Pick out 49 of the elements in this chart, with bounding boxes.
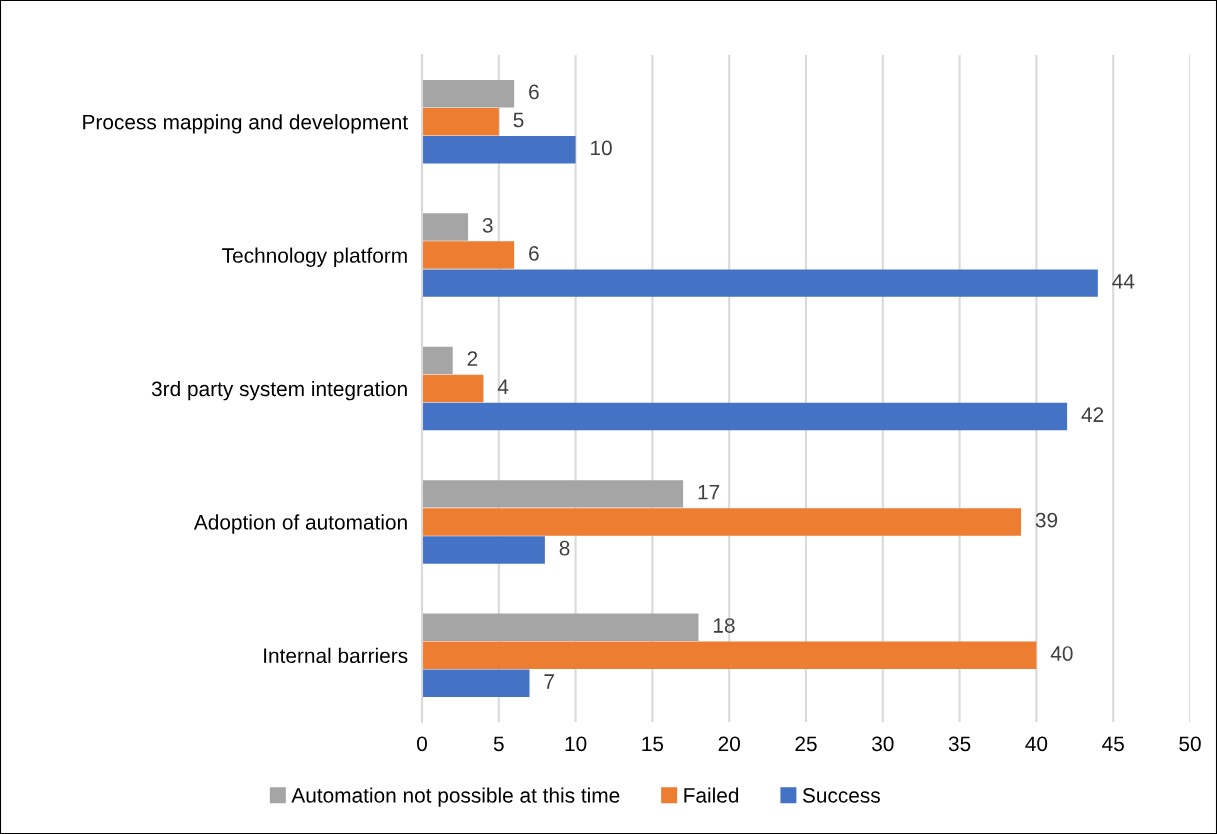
data-label: 18 <box>713 618 735 633</box>
y-tick-label: 3rd party system integration <box>151 380 407 401</box>
x-tick-label: 45 <box>1102 736 1124 752</box>
bar <box>422 213 469 241</box>
x-tick-label: 30 <box>872 736 894 752</box>
bar <box>422 613 699 642</box>
y-tick-label: Technology platform <box>222 247 407 267</box>
data-label: 39 <box>1035 512 1058 528</box>
data-label: 6 <box>529 84 539 100</box>
x-tick-label: 50 <box>1179 736 1201 752</box>
bar <box>422 536 545 564</box>
data-label: 2 <box>467 351 478 366</box>
data-label: 4 <box>497 379 509 394</box>
x-tick-label: 20 <box>718 736 740 752</box>
data-label: 17 <box>698 484 720 500</box>
x-tick-label: 10 <box>565 736 587 752</box>
bar <box>422 374 484 403</box>
bar <box>422 269 1098 297</box>
data-label: 10 <box>591 140 612 156</box>
bar <box>422 135 576 164</box>
data-label: 42 <box>1081 407 1104 422</box>
data-label: 7 <box>544 674 554 689</box>
bar <box>422 346 453 375</box>
x-tick-label: 15 <box>642 736 664 752</box>
data-label: 40 <box>1050 646 1073 661</box>
legend-label: Automation not possible at this time <box>291 787 620 807</box>
bar <box>422 79 515 108</box>
bar <box>422 669 530 698</box>
data-label: 3 <box>482 217 493 233</box>
y-tick-label: Internal barriers <box>264 647 408 664</box>
bar <box>422 508 1022 536</box>
data-label: 44 <box>1112 274 1135 289</box>
x-tick-label: 35 <box>948 736 971 752</box>
x-tick-label: 0 <box>417 736 427 752</box>
y-tick-label: Process mapping and development <box>83 114 408 134</box>
data-label: 8 <box>559 540 570 556</box>
x-tick-label: 5 <box>493 736 504 752</box>
y-tick-label: Adoption of automation <box>193 514 407 534</box>
bar <box>422 241 515 269</box>
x-tick-label: 25 <box>795 736 817 752</box>
bar <box>422 480 684 508</box>
legend-label: Success <box>802 787 880 803</box>
bar <box>422 107 499 136</box>
legend-label: Failed <box>684 787 739 803</box>
bar <box>422 641 1037 670</box>
bar <box>422 402 1068 431</box>
x-tick-label: 40 <box>1025 736 1048 752</box>
data-label: 5 <box>513 112 524 128</box>
data-label: 6 <box>529 245 539 261</box>
